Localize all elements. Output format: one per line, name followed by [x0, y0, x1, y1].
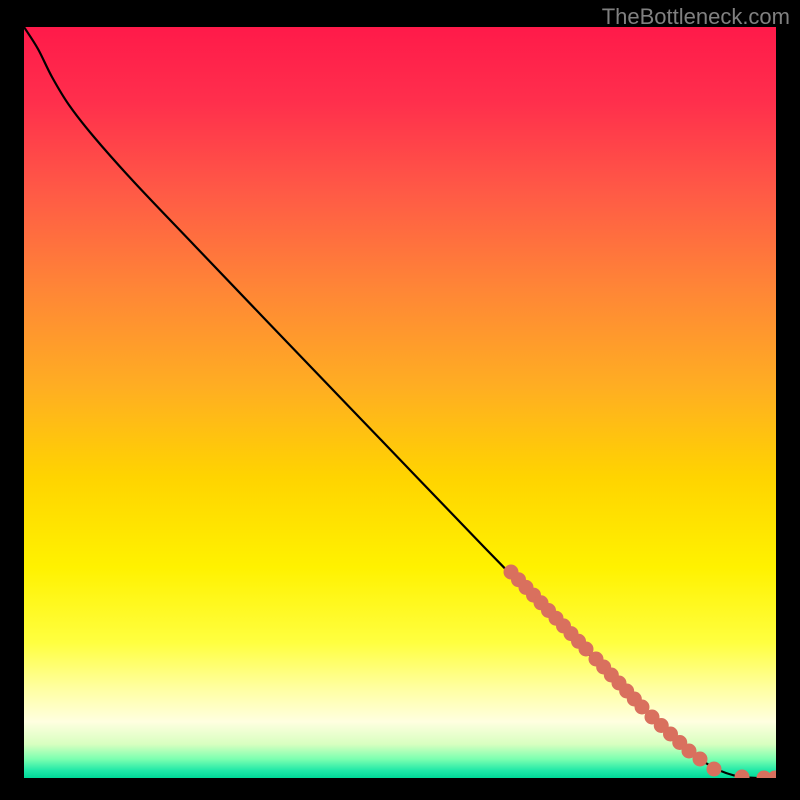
curve-line [24, 27, 776, 778]
watermark-text: TheBottleneck.com [602, 4, 790, 30]
data-marker [735, 770, 749, 778]
data-marker [707, 762, 721, 776]
data-marker [768, 771, 776, 778]
marker-group [504, 565, 776, 778]
chart-svg-layer [24, 27, 776, 778]
chart-plot-area [24, 27, 776, 778]
data-marker [693, 752, 707, 766]
